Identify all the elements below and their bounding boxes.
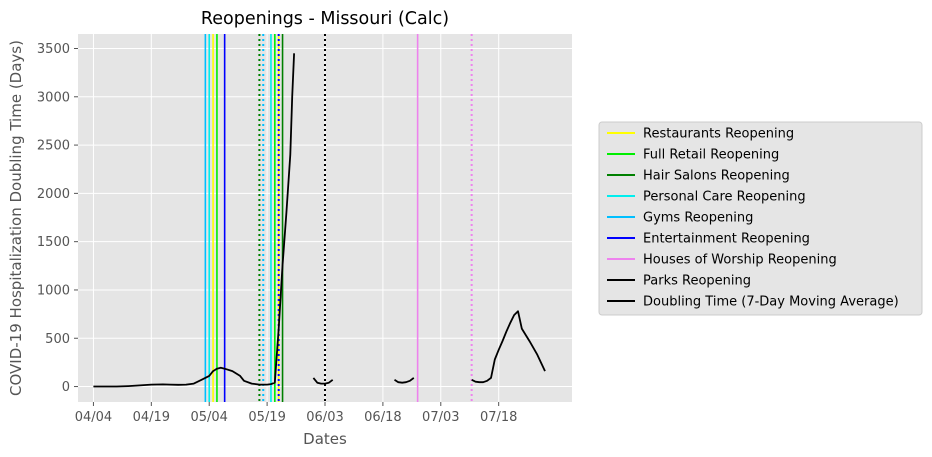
doubling-time-line xyxy=(312,377,334,385)
y-axis-label: COVID-19 Hospitalization Doubling Time (… xyxy=(7,40,25,396)
x-tick-label: 07/18 xyxy=(480,410,517,425)
x-tick-label: 04/19 xyxy=(133,410,170,425)
legend-entry: Entertainment Reopening xyxy=(643,232,810,247)
x-tick-label: 07/03 xyxy=(422,410,459,425)
doubling-time-line xyxy=(471,310,546,384)
y-tick-label: 0 xyxy=(62,380,70,395)
legend-entry: Restaurants Reopening xyxy=(643,127,794,142)
doubling-time-line xyxy=(394,377,415,384)
x-axis-label: Dates xyxy=(303,430,347,448)
y-tick-label: 3000 xyxy=(37,90,70,105)
legend: Restaurants Reopening Full Retail Reopeni… xyxy=(598,121,923,316)
y-tick-label: 1000 xyxy=(37,283,70,298)
legend-entry: Personal Care Reopening xyxy=(643,190,806,205)
legend-box xyxy=(598,121,923,316)
legend-entry: Houses of Worship Reopening xyxy=(643,253,837,268)
doubling-time-line xyxy=(93,53,295,388)
x-tick-label: 06/03 xyxy=(306,410,343,425)
y-tick-label: 3500 xyxy=(37,42,70,57)
x-tick-label: 04/04 xyxy=(75,410,112,425)
reopening-lines xyxy=(204,34,473,402)
chart-title: Reopenings - Missouri (Calc) xyxy=(201,9,449,29)
x-tick-label: 06/18 xyxy=(364,410,401,425)
x-tick-label: 05/19 xyxy=(248,410,285,425)
legend-entry: Doubling Time (7-Day Moving Average) xyxy=(643,295,899,310)
data-series xyxy=(93,53,546,388)
x-tick-label: 05/04 xyxy=(190,410,227,425)
y-axis-ticks: 0 500 1000 1500 2000 2500 3000 3500 xyxy=(37,42,78,395)
y-tick-label: 500 xyxy=(45,332,70,347)
legend-entry: Full Retail Reopening xyxy=(643,148,779,163)
legend-entry: Parks Reopening xyxy=(643,274,751,289)
x-axis-ticks: 04/04 04/19 05/04 05/19 06/03 06/18 07/03 07/18 xyxy=(75,402,517,425)
y-tick-label: 1500 xyxy=(37,235,70,250)
y-tick-label: 2000 xyxy=(37,187,70,202)
legend-entry: Hair Salons Reopening xyxy=(643,169,790,184)
y-tick-label: 2500 xyxy=(37,139,70,154)
legend-entry: Gyms Reopening xyxy=(643,211,753,226)
